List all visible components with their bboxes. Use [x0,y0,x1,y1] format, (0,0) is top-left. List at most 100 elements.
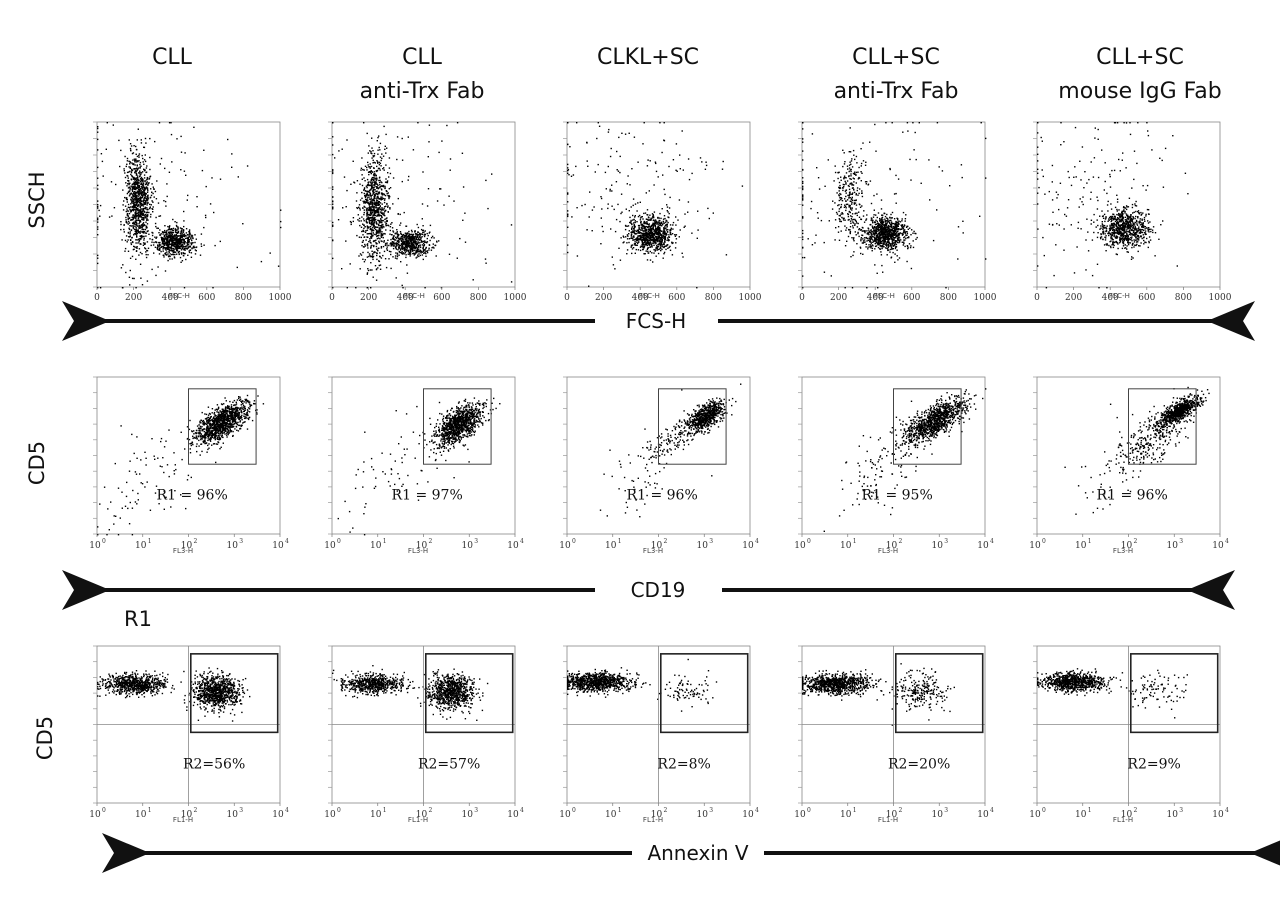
data-point [377,223,380,225]
data-point [131,190,134,192]
data-point [178,239,180,242]
data-point [620,237,622,239]
data-point [135,183,137,185]
data-point [894,236,896,239]
data-point [142,161,144,163]
data-point [890,237,893,239]
data-point [872,232,875,235]
data-point [654,231,656,233]
data-point [140,186,143,188]
data-point [129,225,131,227]
data-point [367,194,370,197]
data-point [405,234,407,236]
data-point [139,220,141,222]
data-point [398,241,400,243]
data-point [152,211,154,213]
data-point [651,246,653,248]
data-point [418,255,420,258]
data-point [135,214,137,216]
data-point [401,243,403,245]
data-point [385,152,387,154]
data-point [377,232,379,234]
data-point [363,200,366,202]
data-point [359,183,361,185]
data-point [167,237,169,239]
data-point [664,232,666,234]
data-point [345,240,347,242]
data-point [641,245,643,248]
axis-label-cd19: CD19 [631,578,686,602]
data-point [176,138,178,140]
data-point [873,226,876,228]
data-point [622,242,624,244]
data-point [375,179,378,181]
data-point [420,233,422,235]
data-point [158,122,161,124]
data-point [140,205,143,207]
data-point [369,150,371,152]
data-point [652,240,654,243]
data-point [180,253,183,255]
data-point [183,249,185,251]
data-point [370,179,372,182]
data-point [146,198,148,200]
data-point [191,247,193,250]
data-point [97,200,99,202]
data-point [369,201,371,203]
data-point [184,249,186,251]
data-point [167,243,169,246]
data-point [132,186,135,188]
data-point [657,223,659,225]
data-point [362,229,364,232]
data-point [886,217,889,220]
data-point [634,242,636,245]
data-point [906,234,908,237]
data-point [143,198,145,200]
data-point [381,231,383,233]
data-point [653,211,656,213]
data-point [641,240,643,242]
data-point [173,242,175,244]
data-point [415,241,417,243]
data-point [880,233,882,236]
data-point [659,244,661,246]
data-point [411,245,414,247]
data-point [876,234,878,237]
data-point [143,194,145,196]
data-point [167,229,169,231]
data-point [363,224,365,226]
data-point [421,218,423,220]
data-point [135,191,137,194]
data-point [626,238,629,240]
data-point [885,235,887,237]
data-point [631,237,633,239]
data-point [675,238,678,240]
data-point [352,160,354,162]
data-point [163,243,165,245]
data-point [888,249,890,251]
data-point [401,137,403,140]
data-point [131,206,133,208]
data-point [152,192,154,195]
data-point [368,203,370,205]
data-point [369,209,371,211]
data-point [144,203,147,205]
data-point [164,231,166,234]
data-point [914,232,916,235]
data-point [137,229,139,231]
data-point [131,186,134,188]
data-point [367,247,369,249]
data-point [377,187,379,189]
data-point [895,240,897,242]
data-point [396,244,398,247]
data-point [653,225,655,227]
data-point [646,248,649,251]
data-point [143,188,145,191]
data-point [175,235,177,237]
data-point [370,223,372,225]
data-point [227,138,229,141]
data-point [136,187,138,189]
data-point [385,222,388,224]
data-point [371,255,373,257]
data-point [360,220,362,222]
